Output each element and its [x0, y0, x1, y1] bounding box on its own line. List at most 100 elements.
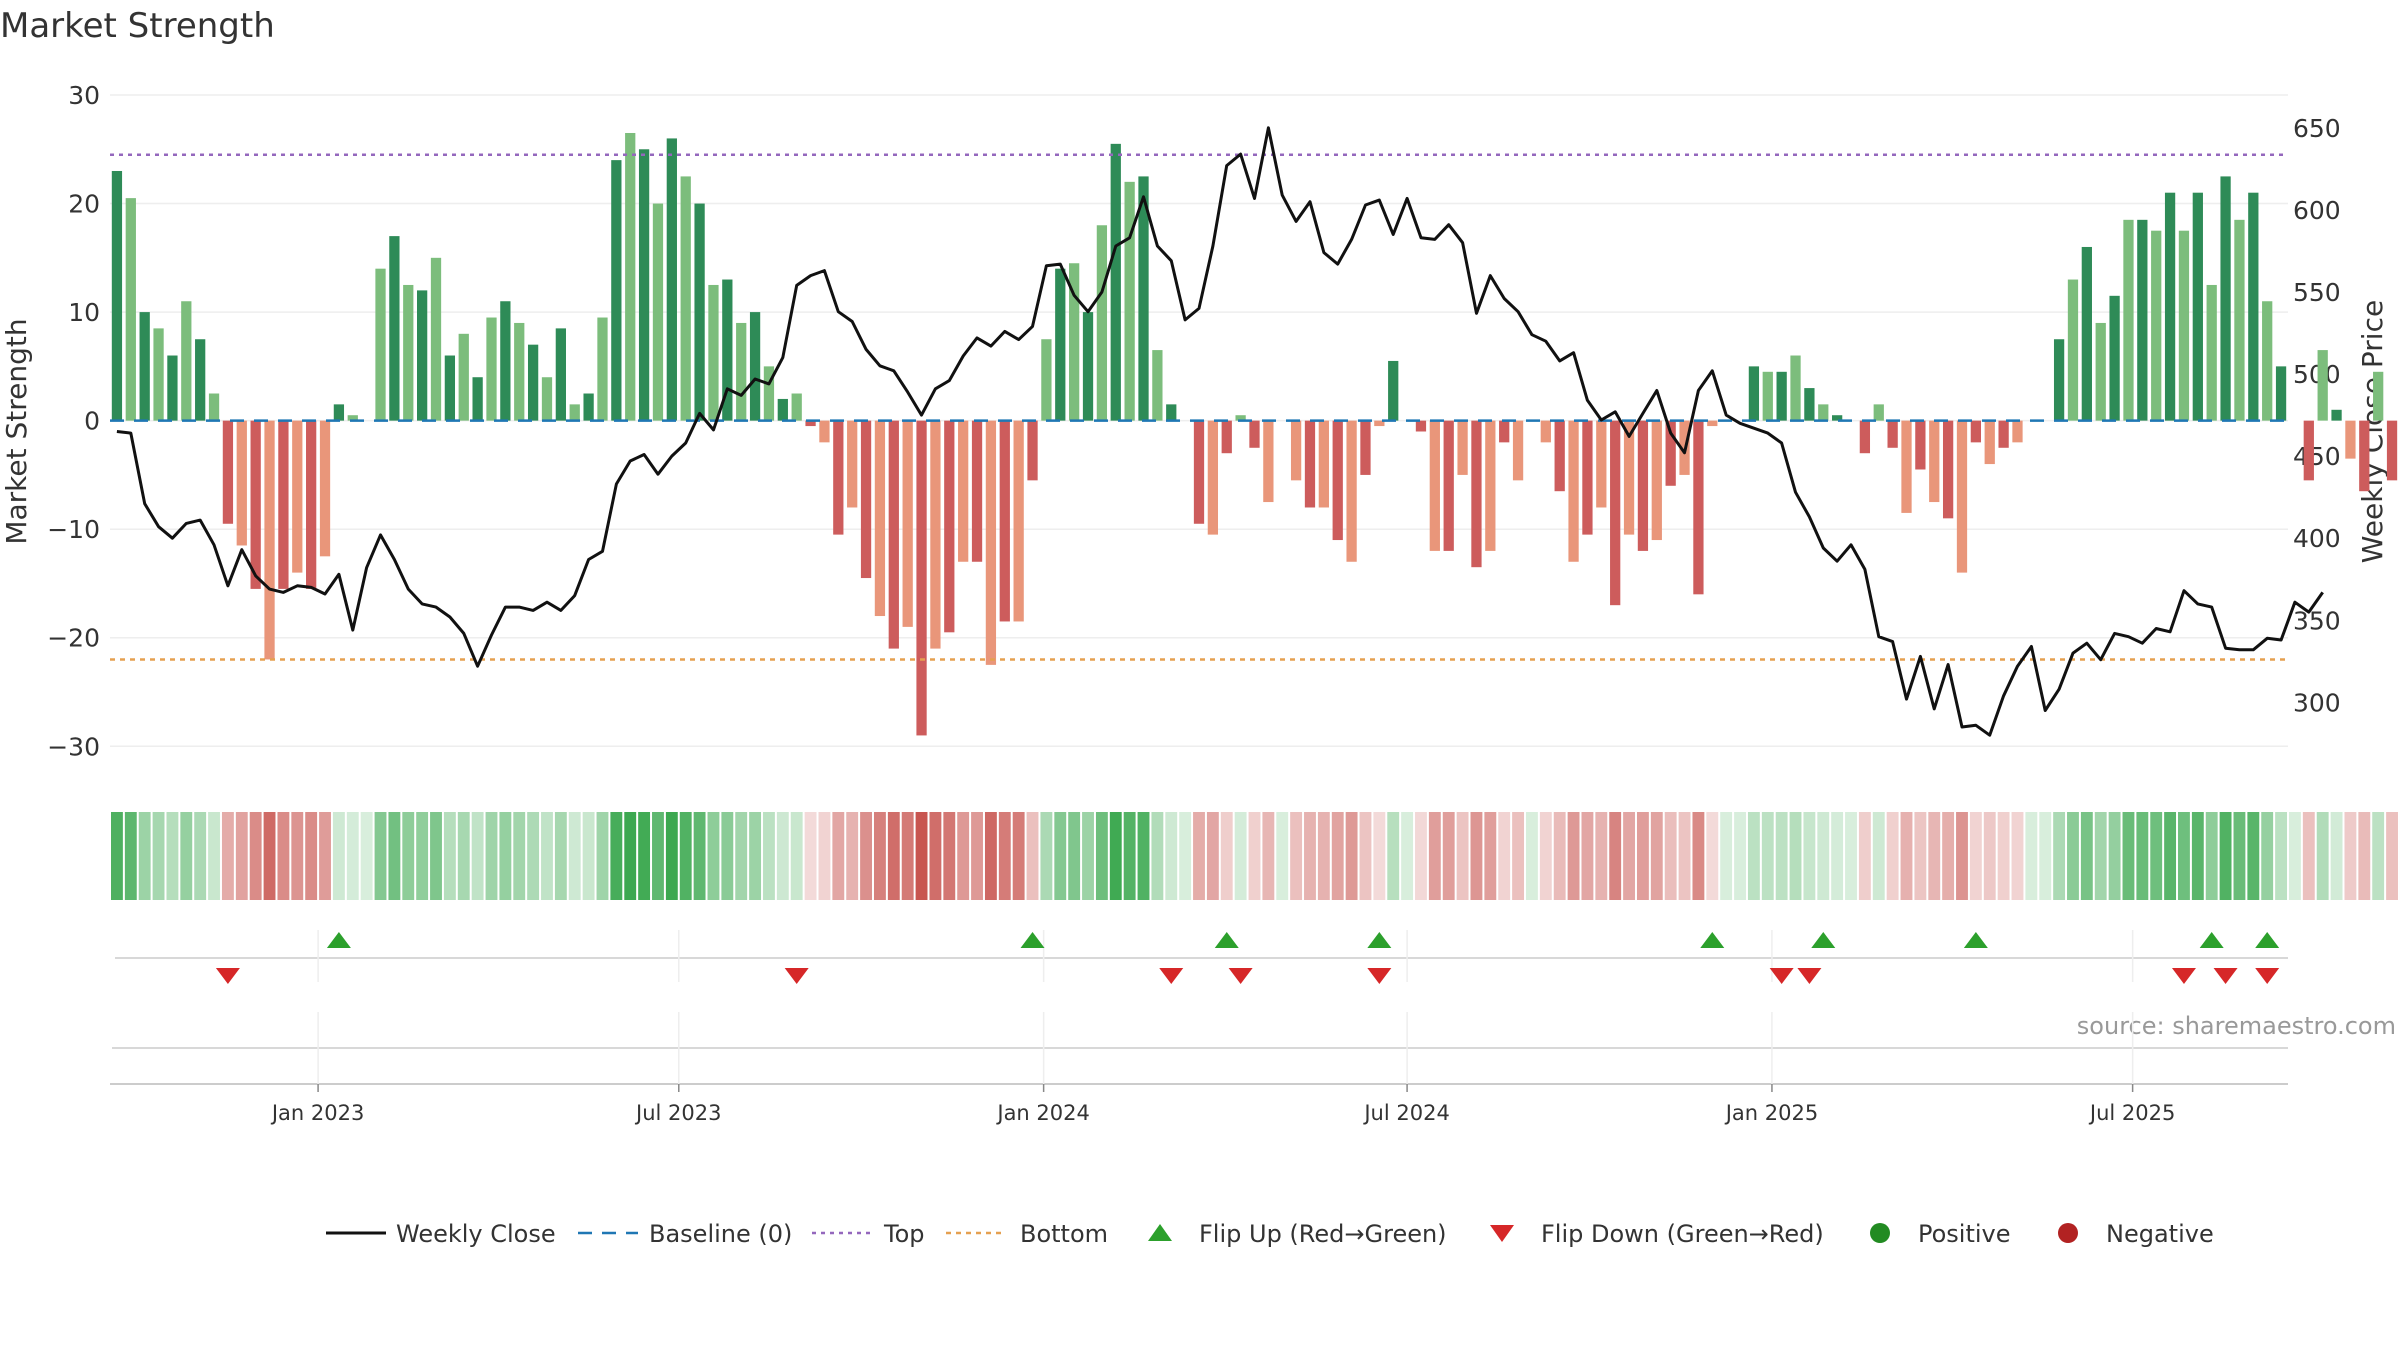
strength-bar: [1235, 415, 1246, 421]
strength-bar: [430, 257, 442, 421]
strength-bar: [597, 317, 608, 421]
heat-cell: [513, 812, 526, 900]
strength-bar: [153, 328, 164, 421]
heat-cell: [1095, 812, 1108, 900]
strength-bar: [944, 420, 955, 633]
heat-cell: [416, 812, 429, 900]
heat-cell: [749, 812, 762, 900]
strength-bar: [763, 366, 775, 421]
heat-cell: [2164, 812, 2177, 900]
strength-bar: [1485, 420, 1496, 551]
heat-cell: [1165, 812, 1178, 900]
strength-bar: [1901, 420, 1912, 513]
legend-item: Negative: [2058, 1220, 2214, 1248]
y-left-tick-label: 20: [68, 190, 100, 219]
x-tick-label: Jan 2023: [270, 1101, 365, 1125]
heat-cell: [1262, 812, 1275, 900]
strength-bar: [1013, 420, 1024, 622]
flip-down-marker: [1769, 968, 1794, 984]
strength-bar: [1152, 350, 1163, 421]
heat-cell: [1623, 812, 1635, 900]
heat-cell: [1345, 812, 1358, 900]
heat-cell: [1872, 812, 1885, 900]
strength-bar: [1388, 360, 1399, 421]
strength-bar: [2123, 219, 2134, 421]
heat-cell: [208, 812, 220, 900]
heat-cell: [1040, 812, 1053, 900]
heat-cell: [305, 812, 318, 900]
heat-cell: [1054, 812, 1067, 900]
strength-bar: [1887, 420, 1898, 448]
heat-cell: [2344, 812, 2357, 900]
heat-cell: [2330, 812, 2343, 900]
heat-cell: [527, 812, 540, 900]
heat-cell: [471, 812, 484, 900]
heat-cell: [1553, 812, 1566, 900]
strength-bar: [1915, 420, 1926, 470]
strength-bar: [1318, 420, 1329, 508]
strength-bar: [1512, 420, 1524, 481]
heat-cell: [1567, 812, 1580, 900]
heat-cell: [1997, 812, 2010, 900]
strength-bar: [2164, 192, 2176, 421]
heat-cell: [2261, 812, 2274, 900]
heat-cell: [971, 812, 983, 900]
strength-bar: [736, 322, 747, 421]
flip-up-marker: [1020, 932, 1045, 948]
y-right-tick-label: 500: [2293, 360, 2341, 389]
strength-bar: [1471, 420, 1482, 568]
heat-cell: [1373, 812, 1386, 900]
strength-bar: [2262, 301, 2273, 421]
heat-cell: [2219, 812, 2232, 900]
heat-cell: [2039, 812, 2052, 900]
strength-bar: [819, 420, 830, 443]
heat-cell: [2275, 812, 2287, 900]
y-right-tick-label: 400: [2293, 524, 2341, 553]
source-credit: source: sharemaestro.com: [2076, 1012, 2396, 1040]
strength-bar: [625, 132, 636, 421]
heat-cell: [1317, 812, 1330, 900]
legend-symbol-negative: [2058, 1223, 2078, 1243]
heat-cell: [1401, 812, 1414, 900]
strength-bar: [1457, 420, 1468, 475]
heat-cell: [721, 812, 734, 900]
flip-up-marker: [1367, 932, 1392, 948]
legend-label: Weekly Close: [396, 1220, 556, 1248]
strength-bar: [1554, 420, 1565, 492]
heat-cell: [610, 812, 623, 900]
heat-cell: [957, 812, 970, 900]
x-tick-label: Jan 2024: [995, 1101, 1090, 1125]
strength-bar: [985, 420, 997, 665]
strength-bar: [500, 301, 511, 421]
strength-bar: [1748, 366, 1760, 421]
strength-bar: [1942, 420, 1954, 519]
heat-cell: [1803, 812, 1816, 900]
heat-cell: [1359, 812, 1372, 900]
heat-cell: [194, 812, 207, 900]
heat-cell: [2358, 812, 2371, 900]
strength-bar: [1055, 268, 1066, 421]
heat-cell: [1206, 812, 1219, 900]
heat-cell: [860, 812, 872, 900]
strength-bar: [805, 420, 816, 427]
heat-cell: [2233, 812, 2246, 900]
strength-bar: [1929, 420, 1940, 503]
chart-title: Market Strength: [0, 6, 275, 46]
strength-bar: [111, 170, 123, 421]
legend-item: Positive: [1870, 1220, 2011, 1248]
heat-cell: [2080, 812, 2093, 900]
heat-cell: [1442, 812, 1455, 900]
legend-label: Bottom: [1020, 1220, 1108, 1248]
heat-cell: [1678, 812, 1691, 900]
heat-cell: [291, 812, 304, 900]
strength-bar: [749, 312, 761, 421]
strength-bar: [375, 268, 386, 421]
strength-bar: [2248, 192, 2259, 421]
strength-bar: [236, 420, 247, 546]
legend-item: Top: [812, 1220, 925, 1248]
heat-cell: [1109, 812, 1122, 900]
strength-bar: [569, 404, 580, 421]
strength-bar: [1818, 404, 1829, 421]
strength-bar: [833, 420, 844, 535]
flip-up-marker: [2199, 932, 2224, 948]
